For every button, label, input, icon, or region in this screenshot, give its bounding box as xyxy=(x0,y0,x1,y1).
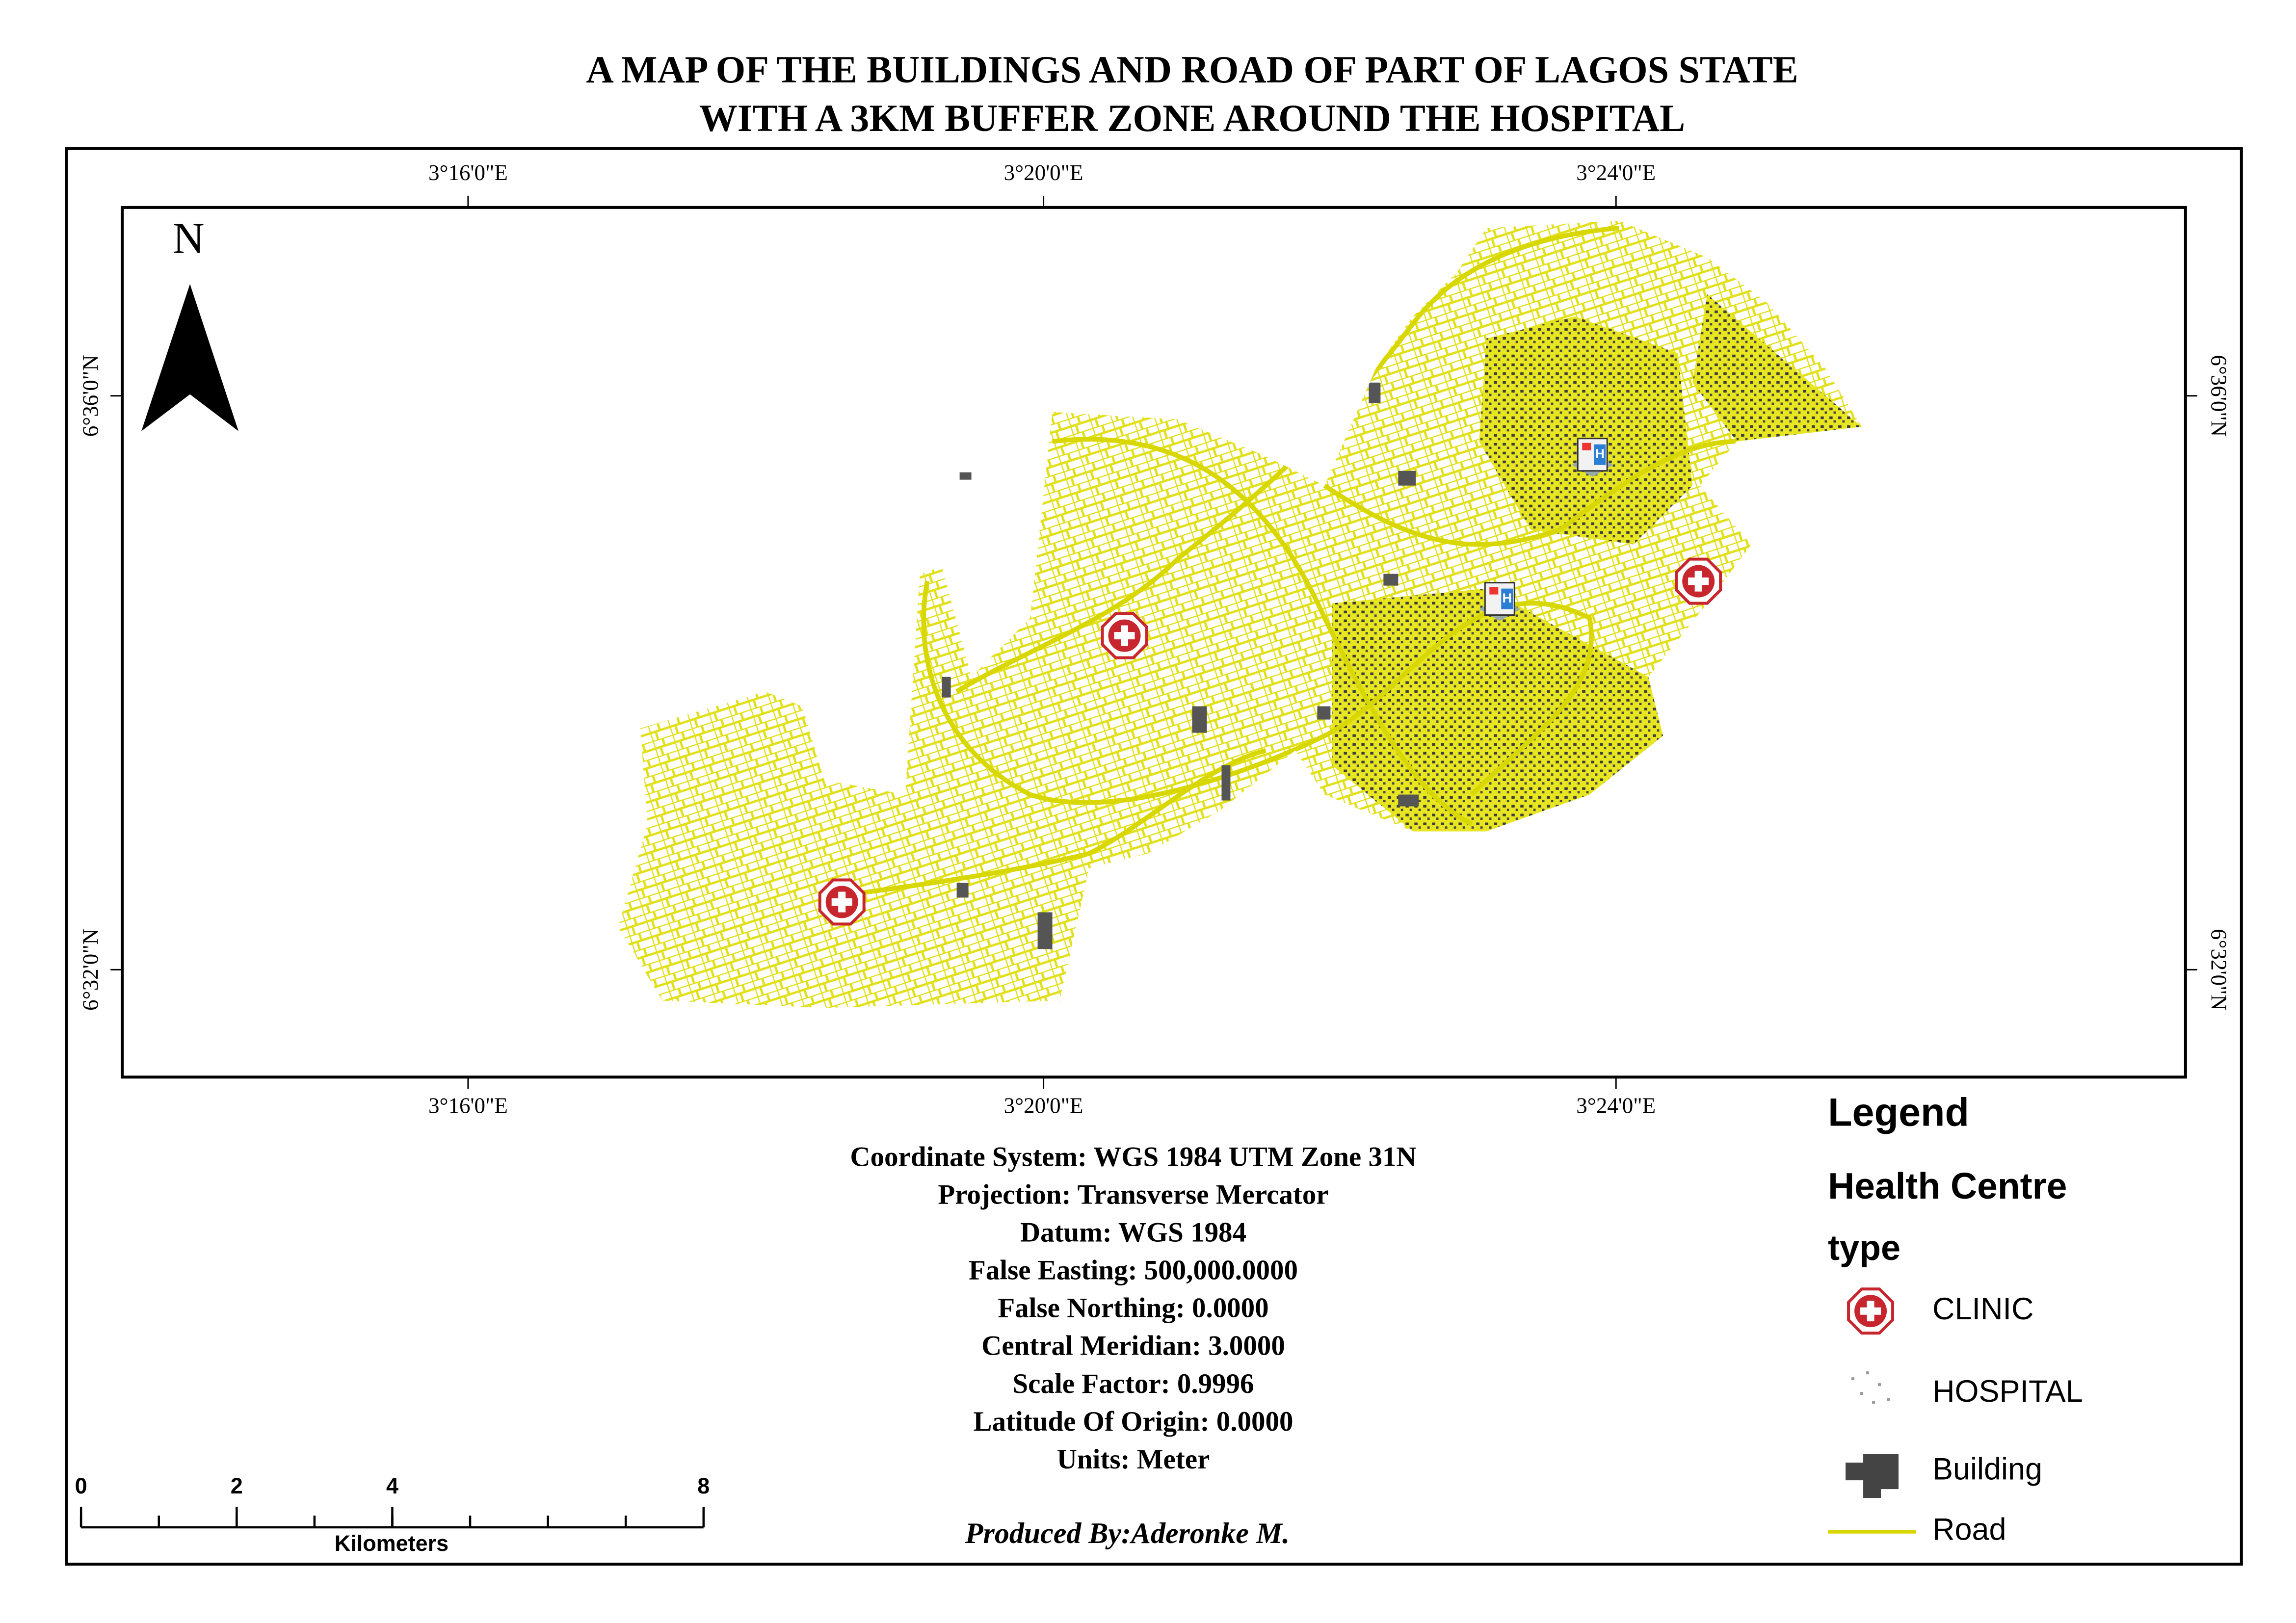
projection-line: False Easting: 500,000.0000 xyxy=(969,1255,1298,1286)
projection-info: Coordinate System: WGS 1984 UTM Zone 31N… xyxy=(850,1141,1416,1475)
scale-tick-label: 8 xyxy=(697,1473,710,1498)
graticule-label: 3°20'0"E xyxy=(1004,160,1083,185)
graticule-label: 3°24'0"E xyxy=(1576,1094,1656,1118)
north-arrow: N xyxy=(141,214,239,431)
legend-label: Building xyxy=(1932,1452,2042,1487)
legend-field: type xyxy=(1828,1229,1900,1268)
legend: Legend Health Centre type CLINIC HOSPITA… xyxy=(1828,1091,2083,1547)
scale-bar: 0 2 4 8 xyxy=(75,1473,710,1529)
map-title: A MAP OF THE BUILDINGS AND ROAD OF PART … xyxy=(586,49,1798,91)
graticule-label: 3°16'0"E xyxy=(428,160,508,185)
graticule: 3°16'0"E 3°20'0"E 3°24'0"E 3°16'0"E 3°20'0"E… xyxy=(78,160,2231,1118)
graticule-label: 3°16'0"E xyxy=(428,1094,508,1118)
legend-label: HOSPITAL xyxy=(1932,1374,2083,1409)
building-cluster xyxy=(1692,294,1862,442)
projection-line: Latitude Of Origin: 0.0000 xyxy=(974,1406,1293,1437)
main-roads xyxy=(824,226,1737,900)
projection-line: Scale Factor: 0.9996 xyxy=(1013,1368,1254,1399)
north-label: N xyxy=(173,214,205,262)
scale-tick-label: 2 xyxy=(231,1473,243,1498)
building-cluster xyxy=(1479,316,1693,545)
projection-line: Central Meridian: 3.0000 xyxy=(981,1331,1285,1361)
outer-frame xyxy=(65,147,2243,1566)
graticule-label: 3°20'0"E xyxy=(1004,1094,1083,1118)
scale-unit: Kilometers xyxy=(335,1531,449,1556)
map-frame xyxy=(121,206,2187,1079)
projection-line: Units: Meter xyxy=(1057,1444,1210,1475)
building xyxy=(959,472,972,480)
scale-tick-label: 0 xyxy=(75,1473,87,1498)
legend-layer: Health Centre xyxy=(1828,1165,2067,1206)
graticule-label: 6°32'0"N xyxy=(78,929,103,1011)
map-title: WITH A 3KM BUFFER ZONE AROUND THE HOSPIT… xyxy=(699,97,1685,139)
graticule-label: 6°36'0"N xyxy=(78,355,103,437)
legend-label: Road xyxy=(1932,1513,2006,1547)
projection-line: False Northing: 0.0000 xyxy=(998,1293,1268,1324)
projection-line: Datum: WGS 1984 xyxy=(1020,1217,1246,1248)
graticule-label: 6°36'0"N xyxy=(2207,355,2231,437)
legend-title: Legend xyxy=(1828,1091,1969,1135)
credit: Produced By:Aderonke M. xyxy=(965,1517,1290,1549)
projection-line: Projection: Transverse Mercator xyxy=(938,1179,1328,1210)
legend-label: CLINIC xyxy=(1932,1292,2033,1326)
scale-tick-label: 4 xyxy=(386,1473,398,1498)
graticule-label: 6°32'0"N xyxy=(2207,929,2231,1011)
projection-line: Coordinate System: WGS 1984 UTM Zone 31N xyxy=(850,1141,1416,1172)
graticule-label: 3°24'0"E xyxy=(1576,160,1656,185)
